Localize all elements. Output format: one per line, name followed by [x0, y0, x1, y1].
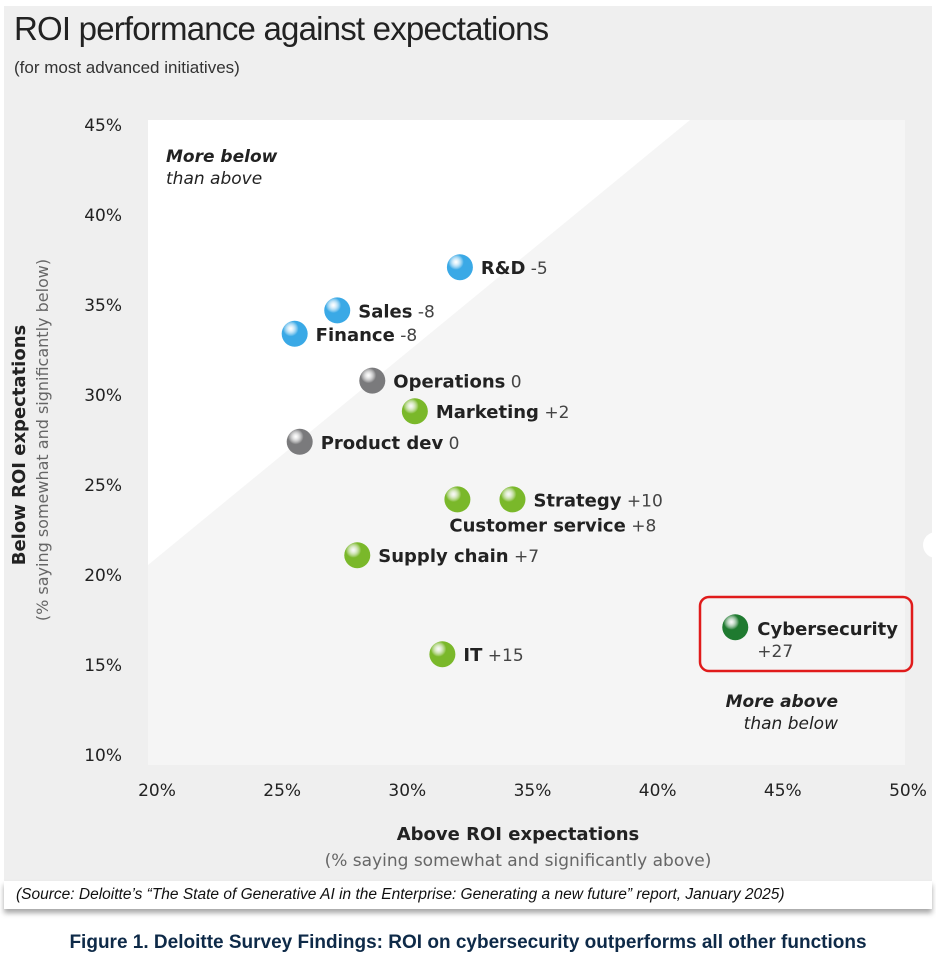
chart-subtitle: (for most advanced initiatives)	[14, 58, 240, 77]
data-label-net: 0	[443, 434, 459, 454]
y-axis-sublabel: (% saying somewhat and significantly bel…	[33, 259, 52, 621]
chart-title: ROI performance against expectations	[14, 10, 549, 47]
y-tick-label: 25%	[84, 476, 122, 496]
y-tick-label: 30%	[84, 386, 122, 406]
data-label-name: Operations	[393, 372, 505, 393]
data-point-product-dev	[286, 428, 313, 455]
data-label-name: R&D	[481, 258, 526, 279]
y-tick-label: 40%	[84, 206, 122, 226]
data-label-name: Cybersecurity	[757, 619, 898, 640]
data-label: Strategy +10	[533, 490, 662, 511]
highlight-box	[698, 595, 914, 673]
x-tick-label: 25%	[263, 781, 301, 801]
data-label: Operations 0	[393, 372, 521, 393]
data-label-net: +8	[626, 516, 656, 536]
data-label-name: Customer service	[449, 515, 625, 536]
data-label-net: +27	[757, 642, 793, 662]
annotation-more-below: than above	[166, 169, 262, 189]
x-tick-label: 35%	[514, 781, 552, 801]
data-label-net: -8	[395, 326, 417, 346]
data-point-strategy	[499, 486, 526, 513]
y-tick-label: 15%	[84, 656, 122, 676]
data-point-customer-service	[444, 486, 471, 513]
data-label-name: Product dev	[321, 433, 444, 454]
data-label: Finance -8	[316, 325, 417, 346]
edge-marker	[923, 532, 936, 558]
data-label: Sales -8	[358, 301, 435, 322]
x-tick-label: 50%	[889, 781, 927, 801]
data-label: Customer service +8	[449, 515, 656, 536]
data-label-net: +10	[622, 491, 663, 511]
y-axis-label: Below ROI expectations	[9, 325, 30, 566]
y-tick-label: 20%	[84, 566, 122, 586]
figure-caption: Figure 1. Deloitte Survey Findings: ROI …	[69, 932, 867, 953]
data-label-name: Marketing	[436, 402, 539, 423]
x-tick-label: 40%	[639, 781, 677, 801]
data-label: Marketing +2	[436, 402, 570, 423]
data-label: IT +15	[463, 645, 523, 666]
data-label-name: Finance	[316, 325, 395, 346]
data-point-marketing	[401, 398, 428, 425]
x-tick-label: 30%	[388, 781, 426, 801]
data-point-sales	[324, 297, 351, 324]
data-point-finance	[281, 320, 308, 347]
data-label: Product dev 0	[321, 433, 460, 454]
data-point-r-d	[446, 254, 473, 281]
x-tick-label: 20%	[138, 781, 176, 801]
below-region	[148, 120, 690, 565]
source-note: (Source: Deloitte’s “The State of Genera…	[4, 881, 932, 909]
data-label-net: 0	[505, 373, 521, 393]
x-axis-sublabel: (% saying somewhat and significantly abo…	[325, 851, 712, 871]
annotation-more-above: More above	[726, 692, 838, 712]
y-tick-label: 10%	[84, 746, 122, 766]
data-label-name: Sales	[358, 301, 412, 322]
data-label: R&D -5	[481, 258, 548, 279]
x-axis-label: Above ROI expectations	[397, 824, 640, 845]
data-label-name: IT	[463, 645, 483, 666]
annotation-more-above: than below	[744, 714, 838, 734]
data-point-supply-chain	[344, 542, 371, 569]
data-label-net: -8	[412, 302, 434, 322]
annotation-more-below: More below	[166, 147, 278, 167]
data-label-net: -5	[525, 259, 547, 279]
data-label-net: +2	[539, 403, 569, 423]
y-tick-label: 35%	[84, 296, 122, 316]
data-point-cybersecurity	[722, 614, 749, 641]
data-point-operations	[359, 367, 386, 394]
data-label-name: Strategy	[533, 490, 621, 511]
data-label: Cybersecurity	[757, 619, 898, 640]
data-label-name: Supply chain	[378, 546, 508, 567]
y-tick-label: 45%	[84, 116, 122, 136]
x-tick-label: 45%	[764, 781, 802, 801]
data-label-net: +15	[482, 646, 523, 666]
data-label-net: +7	[509, 547, 539, 567]
data-point-it	[429, 641, 456, 668]
data-label: Supply chain +7	[378, 546, 539, 567]
